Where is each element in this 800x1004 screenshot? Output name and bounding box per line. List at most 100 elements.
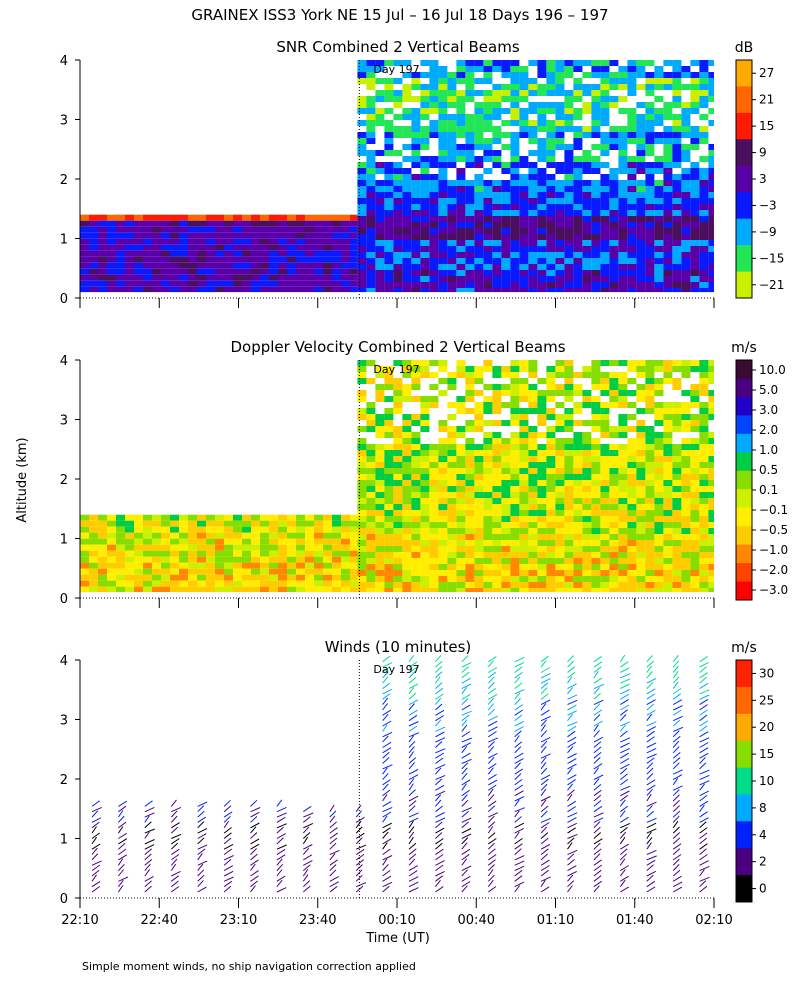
colorbar-tick-label: 2 — [759, 855, 767, 869]
wind-barb — [699, 769, 710, 775]
wind-barb — [329, 869, 337, 877]
wind-barb — [593, 687, 600, 695]
wind-barb — [540, 853, 549, 861]
wind-barb — [382, 811, 392, 818]
wind-barb — [699, 731, 709, 738]
wind-barb — [435, 799, 442, 807]
wind-barb — [461, 719, 468, 727]
wind-barb — [487, 815, 495, 823]
colorbar-tick-label: −0.1 — [759, 503, 788, 517]
wind-barb — [646, 703, 655, 711]
wind-barb — [408, 795, 419, 802]
wind-barb — [514, 709, 523, 716]
wind-barb — [514, 662, 525, 668]
wind-barb — [197, 837, 205, 845]
wind-barb — [699, 860, 709, 866]
wind-barb — [514, 827, 524, 834]
wind-barb — [620, 693, 630, 700]
wind-barb — [672, 681, 679, 689]
wind-barb — [567, 880, 575, 888]
wind-barb — [408, 865, 418, 872]
wind-barb — [408, 881, 419, 888]
wind-barb — [382, 697, 389, 705]
wind-barb — [514, 682, 523, 689]
wind-barb — [435, 682, 443, 689]
wind-barb — [540, 774, 551, 781]
wind-barb — [435, 737, 446, 743]
panel-2-data — [80, 360, 714, 592]
wind-barb — [355, 885, 364, 893]
colorbar-tick-label: 4 — [759, 828, 767, 842]
wind-barb — [197, 848, 206, 855]
wind-barb — [514, 790, 524, 797]
wind-barb — [382, 875, 392, 882]
wind-barb — [540, 660, 547, 668]
wind-barb — [197, 833, 207, 839]
colorbar-segment — [736, 686, 752, 715]
wind-barb — [646, 864, 654, 871]
y-tick-label: 4 — [60, 354, 68, 369]
y-tick-label: 3 — [60, 414, 68, 429]
wind-barb — [408, 746, 415, 754]
wind-barb — [435, 719, 442, 727]
colorbar-unit: m/s — [731, 640, 757, 656]
wind-barb — [408, 820, 414, 829]
wind-barb — [672, 762, 680, 770]
wind-barb — [435, 790, 446, 797]
wind-barb — [435, 870, 445, 877]
wind-barb — [382, 827, 391, 834]
y-tick-label: 3 — [60, 714, 68, 729]
colorbar-segment — [736, 415, 752, 435]
wind-barb — [144, 800, 153, 807]
colorbar-tick-label: 20 — [759, 720, 774, 734]
wind-barb — [593, 885, 600, 893]
wind-barb — [435, 886, 444, 893]
wind-barb — [197, 886, 207, 893]
wind-barb — [593, 741, 602, 748]
wind-barb — [435, 748, 446, 754]
wind-barb — [593, 826, 601, 834]
wind-barb — [91, 847, 98, 855]
wind-barb — [250, 807, 261, 813]
wind-barb — [567, 779, 576, 786]
wind-barb — [620, 778, 629, 786]
wind-barb — [144, 863, 151, 871]
wind-barb — [197, 821, 205, 829]
colorbar-segment — [736, 360, 752, 379]
wind-barb — [593, 794, 602, 802]
wind-barb — [461, 837, 469, 845]
wind-barb — [250, 799, 258, 807]
wind-barb — [329, 810, 337, 818]
wind-barb — [672, 854, 682, 861]
wind-barb — [408, 683, 419, 690]
wind-barb — [540, 756, 547, 764]
wind-barb — [461, 762, 469, 770]
wind-barb — [699, 694, 710, 700]
wind-barb — [276, 848, 286, 856]
wind-barb — [620, 758, 630, 764]
wind-barb — [302, 880, 311, 888]
x-tick-label: 00:10 — [378, 913, 415, 928]
y-axis-label: Altitude (km) — [15, 437, 30, 522]
wind-barb — [672, 774, 683, 781]
wind-barb — [619, 869, 626, 877]
colorbar-tick-label: 25 — [759, 693, 774, 707]
wind-barb — [699, 843, 708, 850]
wind-barb — [223, 811, 233, 818]
colorbar-segment — [736, 112, 752, 140]
wind-barb — [699, 817, 709, 823]
wind-barb — [487, 741, 495, 748]
wind-barb — [646, 730, 655, 738]
colorbar-segment — [736, 767, 752, 795]
colorbar-segment — [736, 489, 752, 509]
wind-barb — [593, 774, 604, 781]
wind-barb — [303, 844, 313, 850]
wind-barb — [672, 875, 682, 882]
wind-barb — [382, 881, 393, 888]
wind-barb — [382, 885, 390, 893]
wind-barb — [170, 826, 179, 834]
wind-barb — [646, 859, 656, 866]
wind-barb — [620, 689, 631, 695]
wind-barb — [302, 832, 311, 839]
